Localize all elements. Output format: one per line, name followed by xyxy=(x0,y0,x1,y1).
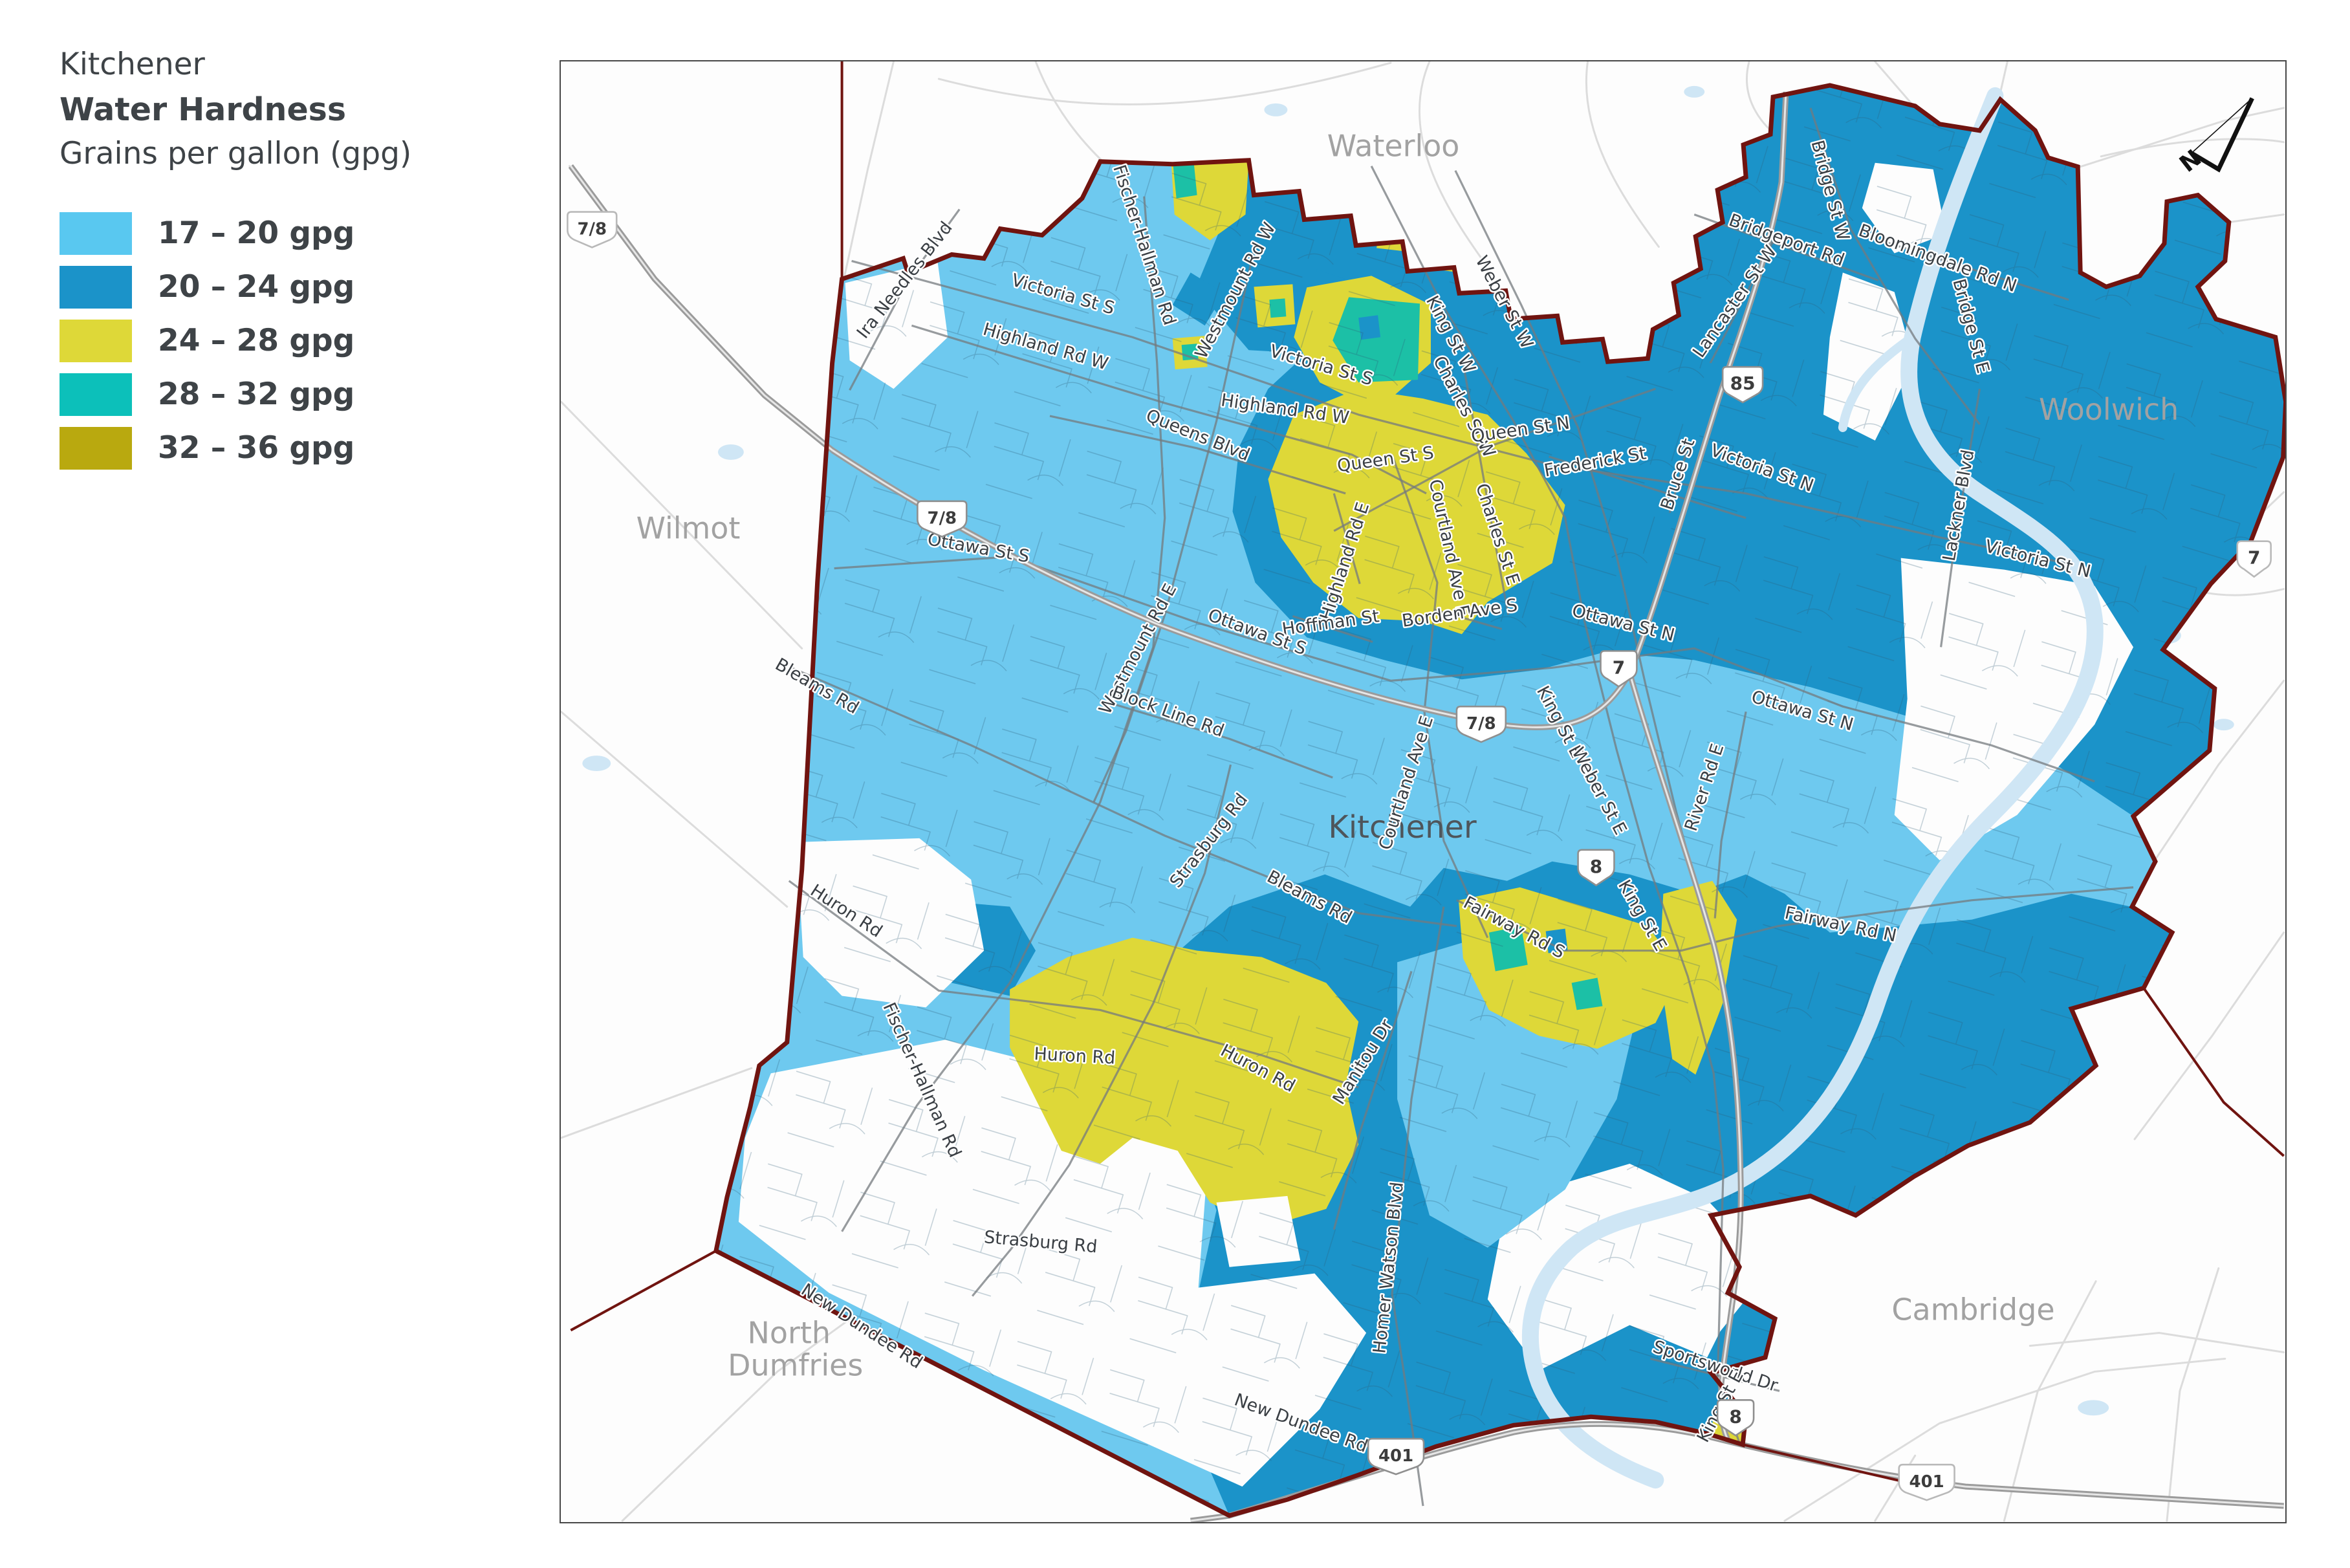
highway-shield: 7/8 xyxy=(917,500,968,538)
highway-shield: 85 xyxy=(1721,365,1764,404)
kitchener-boundary xyxy=(713,83,2285,1518)
shield-number: 7 xyxy=(1613,657,1625,678)
area-label: Wilmot xyxy=(636,511,741,546)
road-label: Huron Rd xyxy=(1034,1044,1116,1069)
highway-shield: 8 xyxy=(1577,849,1615,887)
city-label: Kitchener xyxy=(1328,810,1477,845)
legend-swatch xyxy=(60,426,132,470)
highway-shield: 7/8 xyxy=(567,211,618,248)
highway-shield: 7 xyxy=(2236,540,2272,578)
legend-label: 24 – 28 gpg xyxy=(158,323,355,358)
shield-number: 7/8 xyxy=(1466,714,1496,734)
legend-row-0: 17 – 20 gpg xyxy=(60,206,525,260)
highway-shield: 8 xyxy=(1716,1399,1755,1437)
legend-label: 20 – 24 gpg xyxy=(158,269,355,305)
north-letter: N xyxy=(2175,145,2206,178)
area-labels: Waterloo Woolwich Wilmot Cambridge NorthDumf… xyxy=(636,129,2179,1383)
legend-title-units: Grains per gallon (gpg) xyxy=(60,136,412,171)
legend-row-4: 32 – 36 gpg xyxy=(60,421,525,475)
highway-shield: 401 xyxy=(1367,1437,1425,1475)
shield-number: 401 xyxy=(1909,1472,1944,1492)
legend-row-2: 24 – 28 gpg xyxy=(60,314,525,367)
legend-label: 32 – 36 gpg xyxy=(158,430,355,466)
area-label: North xyxy=(748,1315,831,1350)
city-regions xyxy=(715,85,2285,1516)
legend-row-3: 28 – 32 gpg xyxy=(60,367,525,421)
legend-swatch xyxy=(60,212,132,255)
map-frame: Waterloo Woolwich Wilmot Cambridge North Dumf… xyxy=(560,60,2287,1523)
boundaries xyxy=(570,61,2285,1518)
shield-number: 7/8 xyxy=(577,220,607,239)
legend: Kitchener Water Hardness Grains per gall… xyxy=(60,47,525,475)
legend-title-main: Water Hardness xyxy=(60,91,347,128)
shield-number: 401 xyxy=(1378,1446,1413,1466)
legend-label: 17 – 20 gpg xyxy=(158,215,355,251)
shield-number: 8 xyxy=(1729,1406,1741,1427)
grand-river xyxy=(1521,87,2104,1489)
shield-number: 7 xyxy=(2248,547,2260,569)
highway-shield: 7 xyxy=(1600,650,1638,688)
shield-number: 85 xyxy=(1730,373,1756,394)
highway-shields: 7/8 7/8 7/8 85 7 8 8 401 401 7 xyxy=(567,211,2272,1501)
area-label: Dumfries xyxy=(728,1347,863,1382)
water-hardness-map: Waterloo Woolwich Wilmot Cambridge NorthDumf… xyxy=(561,61,2285,1522)
highway-shield: 7/8 xyxy=(1455,705,1507,743)
legend-items: 17 – 20 gpg 20 – 24 gpg 24 – 28 gpg 28 – 32… xyxy=(60,206,525,475)
area-label: Cambridge xyxy=(1891,1292,2054,1327)
legend-swatch xyxy=(60,319,132,362)
shield-number: 7/8 xyxy=(928,509,957,528)
area-label: Woolwich xyxy=(2039,392,2179,427)
legend-swatch xyxy=(60,265,132,309)
legend-swatch xyxy=(60,373,132,416)
area-label: Waterloo xyxy=(1327,129,1460,164)
shield-number: 8 xyxy=(1590,856,1602,877)
legend-label: 28 – 32 gpg xyxy=(158,376,355,412)
legend-title-city: Kitchener xyxy=(60,47,205,82)
legend-row-1: 20 – 24 gpg xyxy=(60,260,525,314)
highway-shield: 401 xyxy=(1898,1463,1955,1501)
